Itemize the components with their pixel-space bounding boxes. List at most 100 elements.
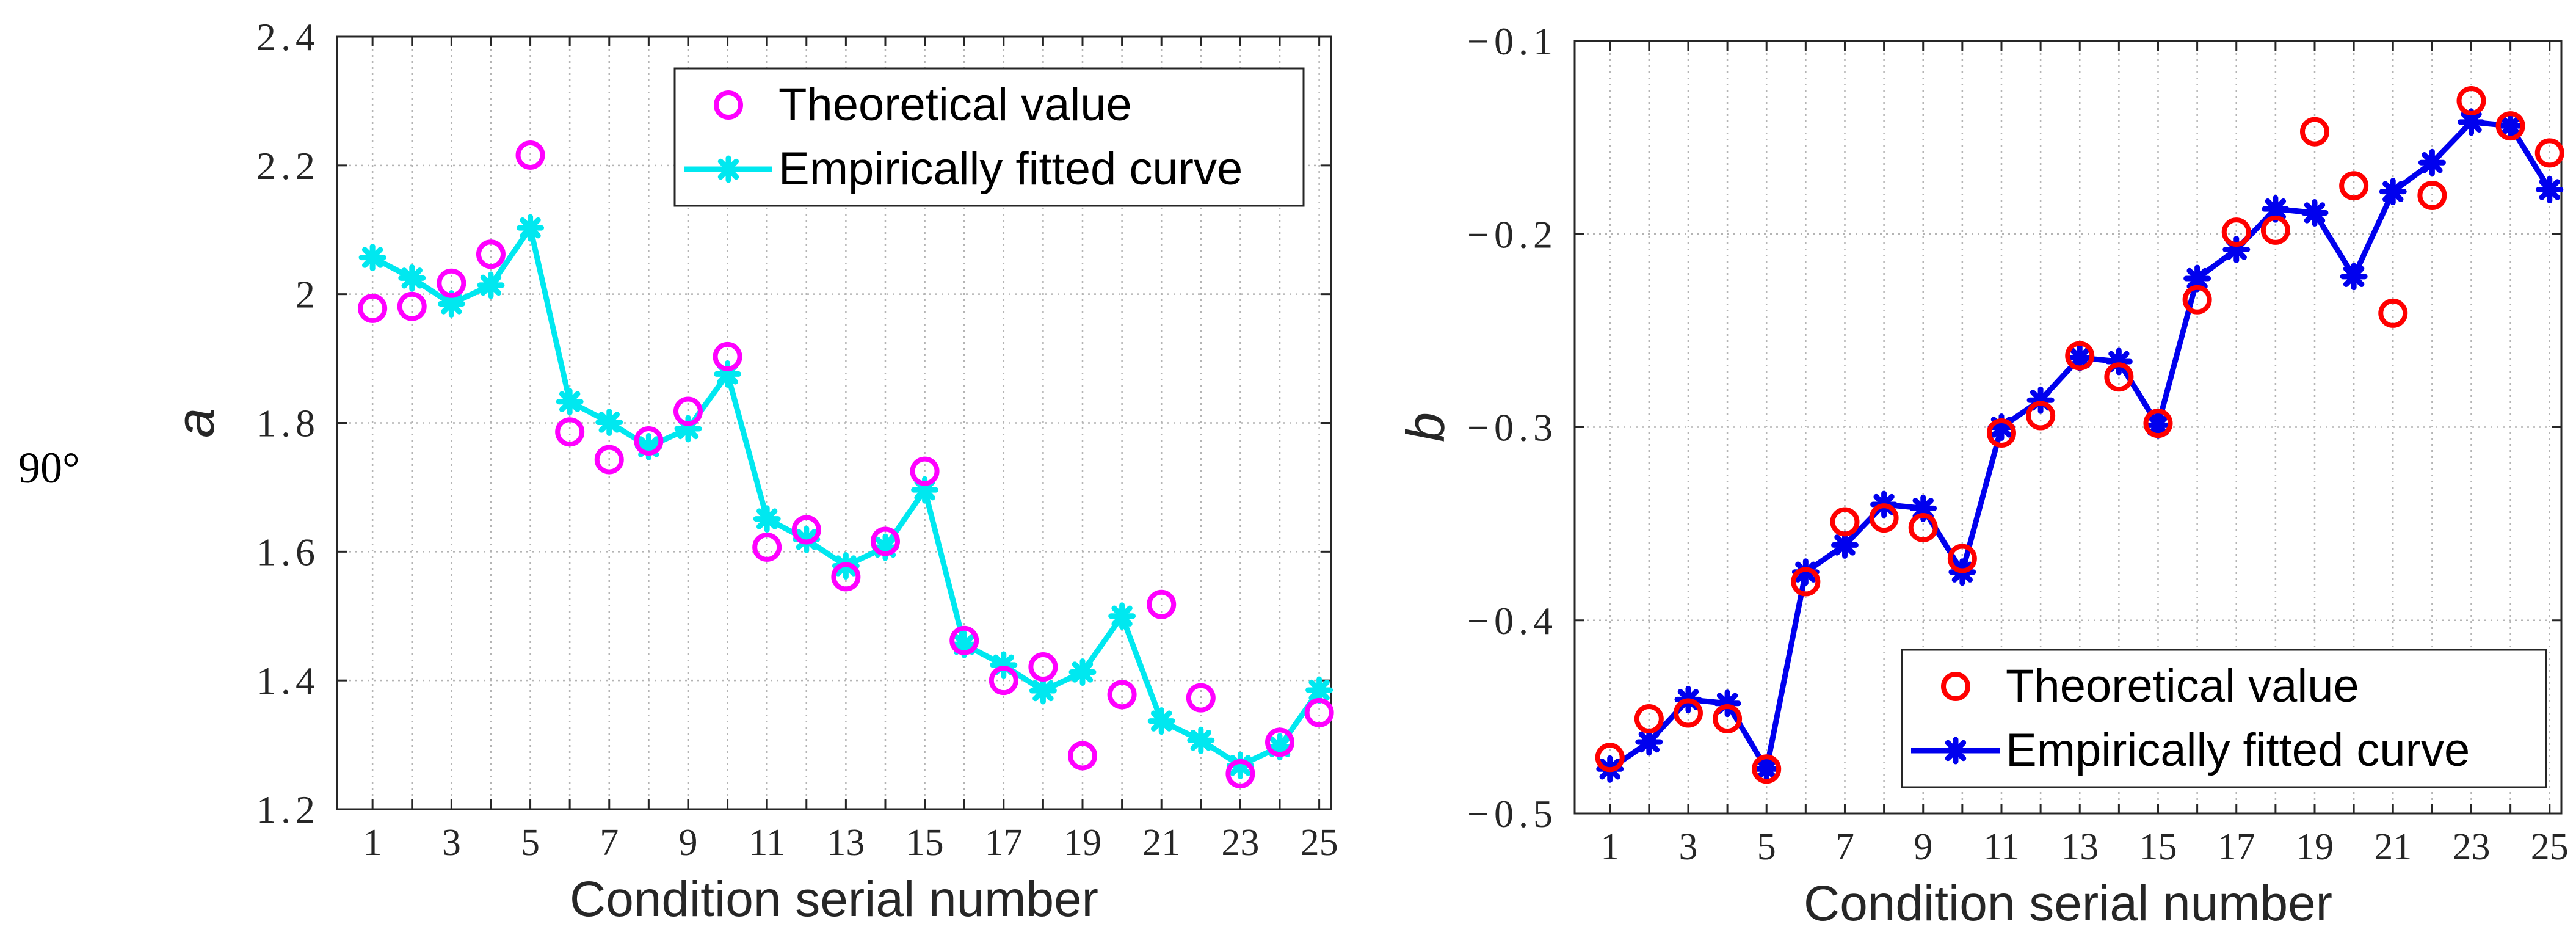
fitted-point [2458, 108, 2486, 136]
x-axis-label: Condition serial number [1804, 876, 2332, 931]
fitted-point [1942, 737, 1970, 765]
chart-b: 1 3 5 7 9 11 13 15 17 19 21 23 25−0.5−0.4−0.3−0.2−0.… [1395, 20, 2569, 931]
theoretical-point [2104, 362, 2134, 392]
theoretical-point [594, 445, 624, 475]
theoretical-point [949, 625, 979, 655]
x-tick-label: 7 [600, 822, 619, 864]
fitted-point [2183, 264, 2211, 293]
theoretical-point [1225, 759, 1255, 789]
theoretical-point [1186, 683, 1216, 713]
fitted-point [1305, 676, 1333, 704]
x-tick-label: 11 [749, 822, 785, 864]
x-tick-label: 17 [985, 822, 1023, 864]
theoretical-point [476, 239, 506, 269]
theoretical-point [1265, 727, 1295, 757]
x-tick-label: 21 [1142, 822, 1180, 864]
fitted-point [2262, 195, 2290, 223]
y-tick-label: 1.6 [256, 530, 320, 573]
fitted-point [595, 408, 623, 436]
theoretical-point [2456, 86, 2486, 116]
legend-label-fitted: Empirically fitted curve [2006, 724, 2470, 776]
y-tick-label: −0.2 [1467, 213, 1558, 256]
fitted-point [2379, 178, 2407, 206]
fitted-point [1029, 677, 1057, 705]
x-tick-label: 9 [678, 822, 697, 864]
fitted-point [753, 505, 781, 533]
legend-label-theoretical: Theoretical value [778, 79, 1132, 131]
theoretical-point [791, 515, 821, 545]
x-tick-label: 25 [2531, 826, 2569, 868]
x-tick-label: 3 [442, 822, 461, 864]
theoretical-point [673, 396, 703, 426]
x-tick-label: 3 [1678, 826, 1697, 868]
legend: Theoretical value Empirically fitted curv… [1901, 649, 2547, 788]
legend-box [673, 67, 1305, 207]
y-axis-label: b [1395, 412, 1456, 442]
y-tick-label: 1.4 [256, 659, 320, 702]
theoretical-point [1634, 704, 1664, 734]
theoretical-point [1947, 544, 1977, 573]
theoretical-point [2378, 298, 2408, 328]
x-tick-label: 1 [363, 822, 382, 864]
grid [1575, 40, 2561, 815]
y-tick-label: −0.1 [1467, 20, 1558, 63]
theoretical-point [2300, 117, 2329, 147]
fitted-point [1830, 531, 1859, 559]
x-tick-label: 25 [1301, 822, 1338, 864]
fitted-point [2418, 148, 2446, 176]
y-tick-label: 2 [296, 273, 320, 316]
y-axis-label: a [165, 408, 225, 438]
theoretical-point [1107, 680, 1137, 710]
x-tick-label: 9 [1914, 826, 1932, 868]
theoretical-point [2260, 215, 2290, 245]
theoretical-point [1028, 652, 1058, 682]
theoretical-point [1986, 418, 2016, 448]
theoretical-point [1869, 503, 1899, 533]
x-tick-label: 13 [2061, 826, 2099, 868]
theoretical-point [714, 90, 743, 120]
theoretical-point [1752, 754, 1782, 784]
fitted-point [1068, 658, 1097, 686]
theoretical-point [831, 562, 861, 592]
x-tick-label: 5 [1757, 826, 1776, 868]
theoretical-point [2417, 181, 2447, 210]
figure-label: 90° [18, 443, 80, 492]
theoretical-point [1908, 512, 1938, 542]
theoretical-point [870, 526, 900, 556]
x-tick-label: 15 [906, 822, 944, 864]
y-tick-label: 2.4 [256, 15, 320, 59]
theoretical-point [1673, 698, 1703, 728]
fitted-point [2340, 263, 2368, 291]
legend-label-theoretical: Theoretical value [2006, 660, 2359, 712]
x-tick-label: 5 [521, 822, 540, 864]
fitted-point [2497, 112, 2525, 140]
x-tick-label: 21 [2374, 826, 2412, 868]
y-tick-label: −0.3 [1467, 406, 1558, 449]
theoretical-point [437, 268, 466, 298]
theoretical-point [1595, 743, 1625, 773]
legend-label-fitted: Empirically fitted curve [778, 143, 1243, 195]
x-tick-label: 19 [1064, 822, 1101, 864]
theoretical-point [910, 456, 940, 486]
x-tick-label: 1 [1600, 826, 1619, 868]
x-tick-label: 13 [827, 822, 865, 864]
fitted-point [1147, 707, 1175, 735]
theoretical-point [2065, 341, 2095, 371]
theoretical-point [555, 417, 585, 447]
theoretical-point [515, 140, 545, 170]
theoretical-point [1147, 589, 1177, 619]
theoretical-point [397, 291, 427, 321]
theoretical-point [1830, 507, 1860, 537]
fitted-point [1187, 726, 1215, 754]
y-tick-label: −0.5 [1467, 792, 1558, 835]
fitted-point [477, 271, 505, 299]
theoretical-point [2182, 285, 2212, 315]
fitted-point [2066, 344, 2094, 372]
x-tick-label: 17 [2218, 826, 2255, 868]
fitted-point [398, 264, 426, 292]
legend: Theoretical value Empirically fitted curv… [673, 67, 1305, 207]
theoretical-point [713, 341, 742, 371]
x-axis-label: Condition serial number [570, 871, 1098, 927]
y-tick-label: 2.2 [256, 144, 320, 187]
